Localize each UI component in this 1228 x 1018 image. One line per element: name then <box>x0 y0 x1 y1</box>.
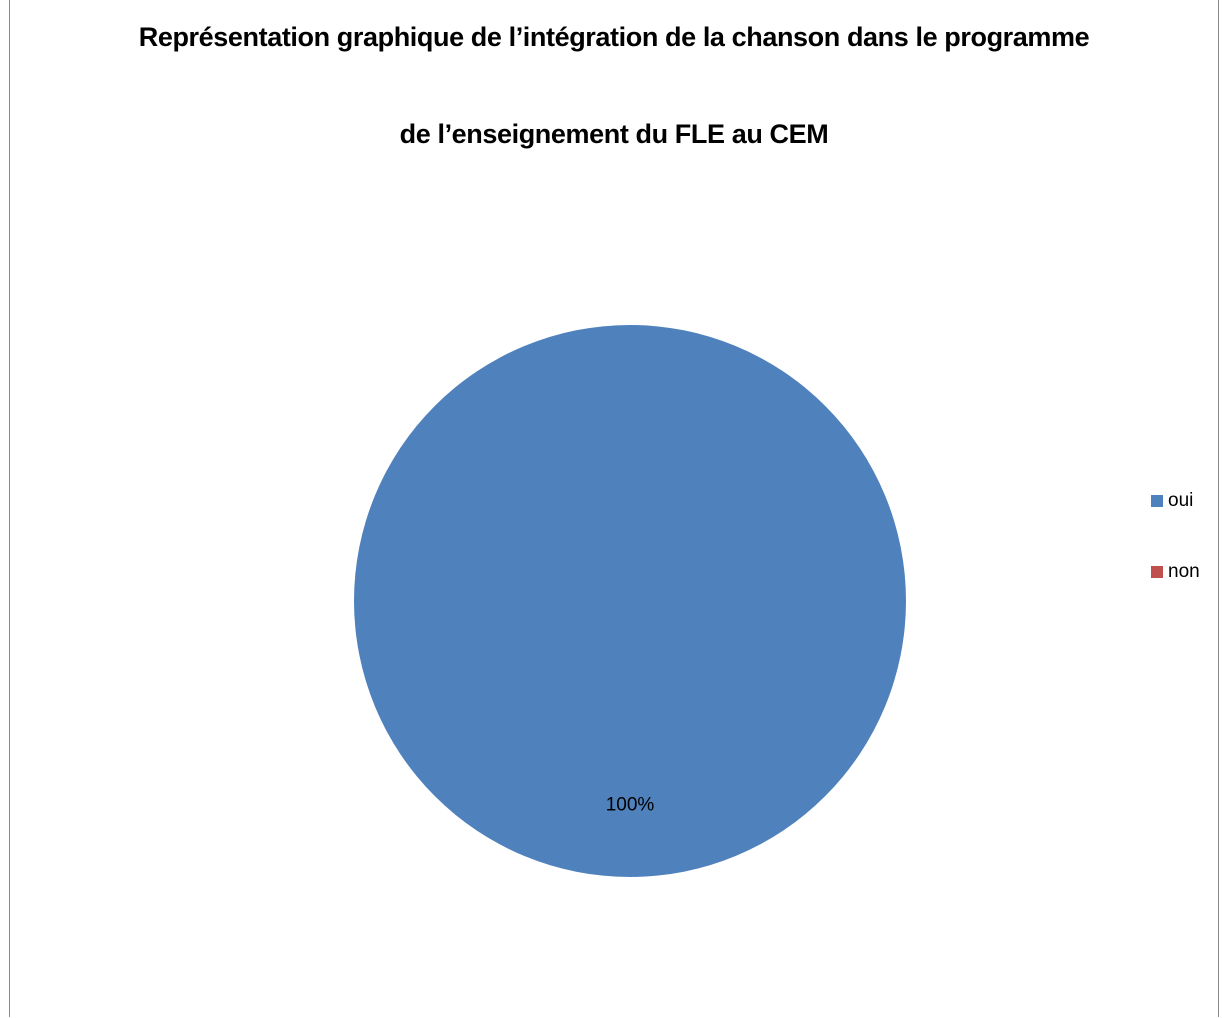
chart-title-line-1: Représentation graphique de l’intégratio… <box>138 22 1090 52</box>
pie-data-label-oui: 100% <box>606 794 655 815</box>
legend-swatch-oui <box>1151 495 1163 507</box>
legend-item-non: non <box>1151 561 1200 583</box>
legend-label-oui: oui <box>1168 490 1194 511</box>
pie-slice-oui <box>354 325 906 877</box>
legend-swatch-non <box>1151 566 1163 578</box>
legend-label-non: non <box>1168 561 1200 582</box>
legend-item-oui: oui <box>1151 490 1193 512</box>
chart-title-line-2: de l’enseignement du FLE au CEM <box>399 119 829 149</box>
